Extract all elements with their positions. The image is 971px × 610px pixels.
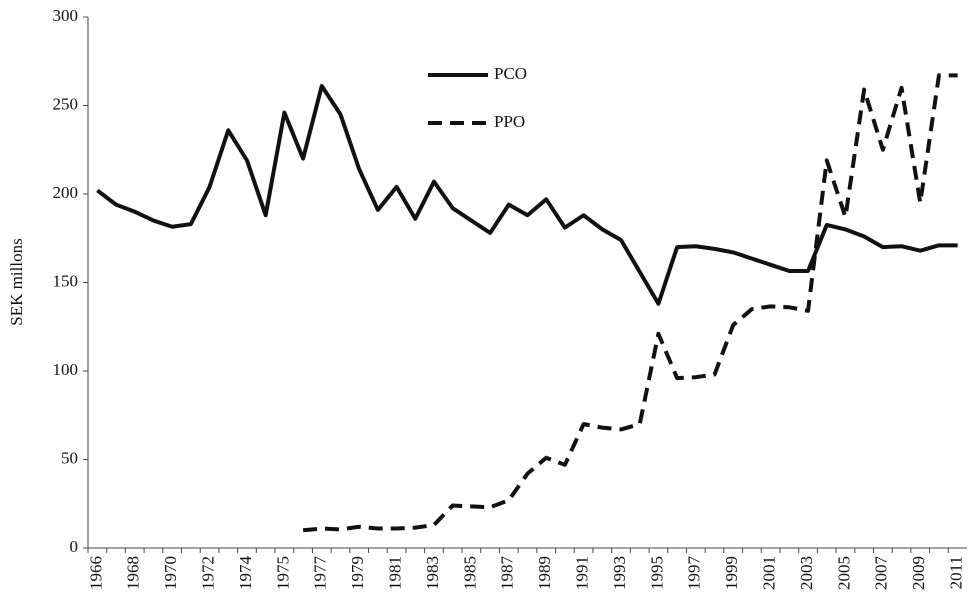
y-tick-label: 250 [53,94,79,113]
x-tick-label: 1966 [86,556,105,590]
line-series [302,73,958,533]
x-tick-label: 1987 [498,556,517,591]
x-tick-label: 1985 [460,556,479,590]
x-tick-label: 1975 [273,556,292,590]
x-tick-label: 1993 [610,556,629,590]
x-tick-label: 2007 [872,556,891,591]
x-tick-label: 2009 [909,556,928,590]
y-tick-label: 100 [53,360,79,379]
x-tick-label: 2003 [797,556,816,590]
y-axis-label: SEK millons [7,238,26,325]
x-tick-label: 1991 [573,556,592,590]
x-tick-label: 1989 [535,556,554,590]
x-tick-label: 1981 [385,556,404,590]
y-tick-label: 200 [53,183,79,202]
x-tick-label: 2001 [760,556,779,590]
x-tick-label: 1997 [685,556,704,591]
y-tick-label: 300 [53,6,79,25]
y-tick-label: 0 [70,537,79,556]
x-tick-label: 1983 [423,556,442,590]
legend-label: PPO [494,112,525,131]
legend-label: PCO [494,64,527,83]
line-series [96,84,958,306]
x-tick-label: 1995 [647,556,666,590]
x-tick-label: 1972 [198,556,217,590]
x-tick-label: 1968 [124,556,143,590]
x-tick-label: 1979 [348,556,367,590]
y-tick-label: 50 [61,448,78,467]
x-tick-label: 2011 [947,556,966,589]
x-tick-label: 2005 [834,556,853,590]
x-tick-label: 1974 [236,556,255,591]
x-tick-label: 1970 [161,556,180,590]
x-tick-label: 1977 [311,556,330,591]
y-tick-label: 150 [53,271,79,290]
x-tick-label: 1999 [722,556,741,590]
